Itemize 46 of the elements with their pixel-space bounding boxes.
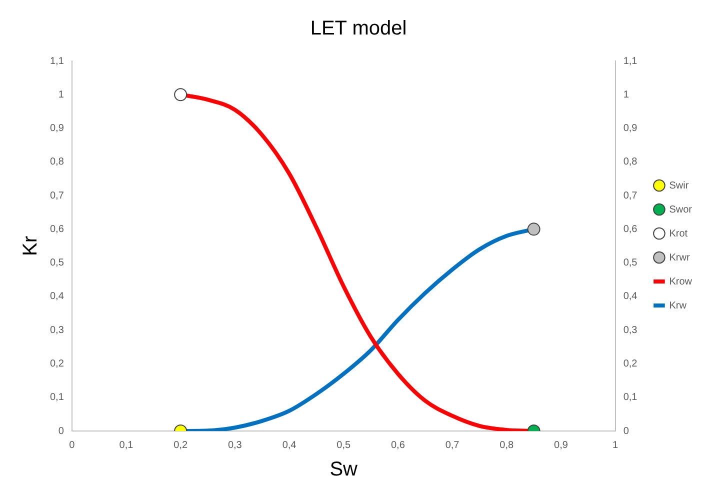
legend-label: Swir	[669, 180, 690, 192]
y-axis-title: Kr	[20, 236, 42, 256]
y2-tick-label: 0	[623, 426, 630, 437]
y2-tick-label: 0,9	[623, 123, 638, 134]
x-tick-label: 0,2	[174, 440, 188, 451]
legend-label: Krwr	[669, 252, 690, 264]
y-tick-label: 0	[58, 426, 64, 437]
legend-label: Krot	[669, 228, 688, 240]
y2-tick-label: 0,2	[623, 358, 638, 370]
y2-tick-label: 1	[623, 89, 630, 100]
x-tick-label: 0,1	[119, 440, 134, 451]
y-tick-label: 0,3	[50, 324, 64, 336]
point	[174, 88, 188, 102]
y-tick-label: 0,9	[50, 123, 64, 134]
x-tick-label: 0,4	[282, 440, 297, 451]
y2-tick-label: 0,8	[623, 156, 638, 168]
x-tick-label: 0,6	[390, 440, 406, 451]
legend-label: Krw	[669, 300, 688, 312]
y-tick-label: 0,4	[50, 291, 64, 302]
y2-tick-label: 0,4	[623, 291, 638, 302]
x-axis-title: Sw	[330, 458, 358, 481]
y-tick-label: 0,7	[50, 190, 64, 202]
x-tick-label: 0,5	[336, 440, 351, 451]
y-tick-label: 0,6	[50, 224, 64, 235]
x-tick-label: 0,9	[554, 440, 568, 451]
legend-label: Swor	[669, 204, 693, 216]
x-tick-label: 1	[612, 440, 619, 451]
y-tick-label: 0,2	[50, 358, 64, 370]
y-tick-label: 1,1	[50, 56, 64, 67]
y2-tick-label: 0,5	[623, 258, 638, 269]
y2-tick-label: 0,7	[623, 190, 638, 202]
y2-tick-label: 0,3	[623, 324, 638, 336]
point	[527, 222, 540, 236]
y-tick-label: 0,5	[50, 258, 64, 269]
x-tick-label: 0,3	[228, 440, 242, 451]
legend-label: Krow	[669, 276, 693, 288]
y-tick-label: 1	[58, 89, 64, 100]
y-tick-label: 0,1	[50, 392, 64, 404]
x-tick-label: 0,7	[445, 440, 460, 451]
x-tick-label: 0,8	[500, 440, 514, 451]
chart-title: LET model	[310, 18, 407, 40]
x-tick-label: 0	[69, 440, 76, 451]
y2-tick-label: 0,1	[623, 392, 638, 404]
y-tick-label: 0,8	[50, 156, 64, 168]
y2-tick-label: 1,1	[623, 56, 638, 67]
y2-tick-label: 0,6	[623, 224, 638, 235]
